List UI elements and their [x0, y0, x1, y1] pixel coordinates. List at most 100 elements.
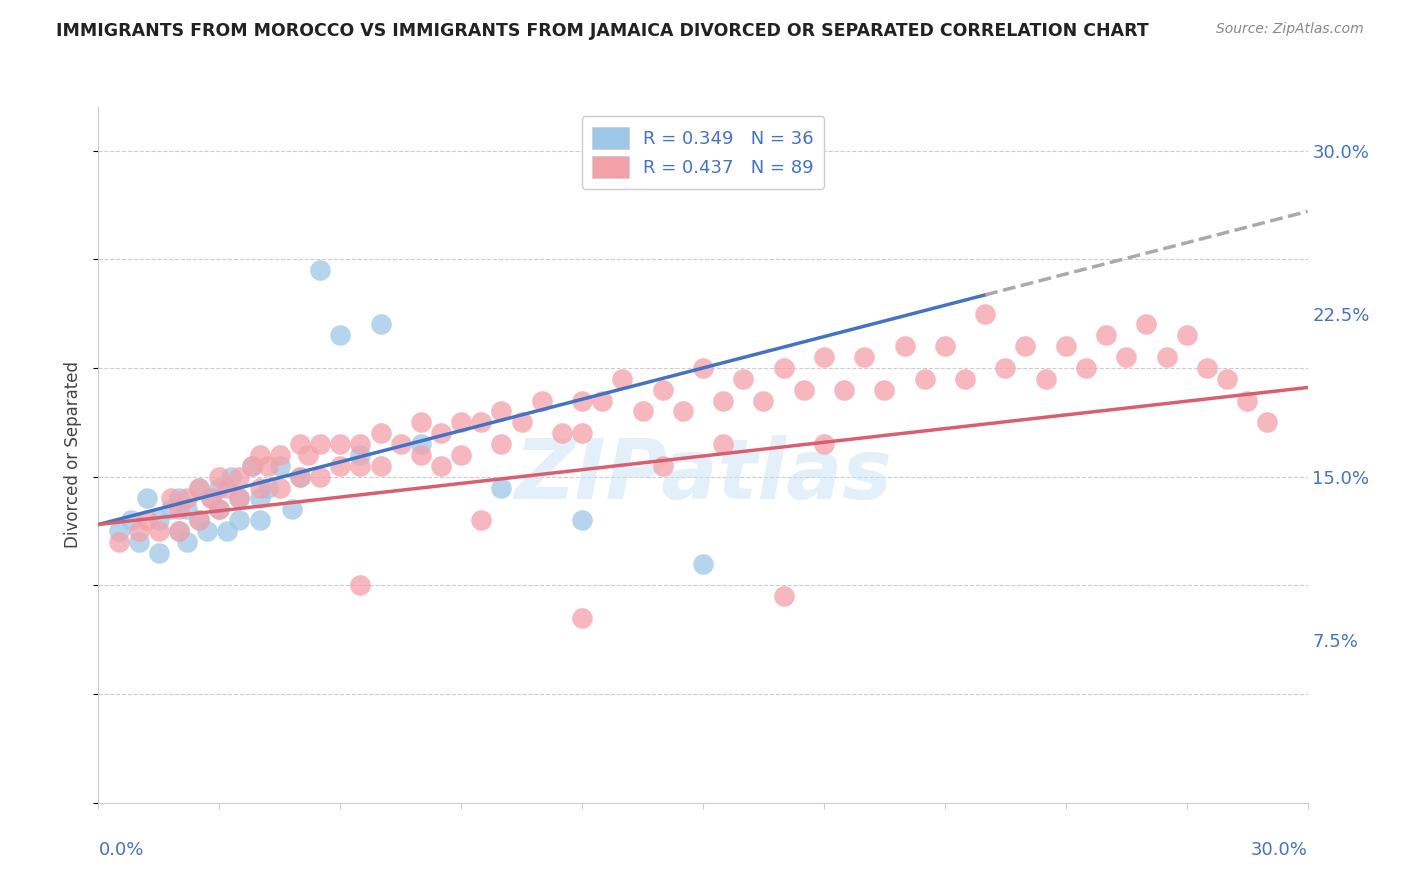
Point: [228, 513, 250, 527]
Point: [208, 469, 231, 483]
Point: [612, 372, 634, 386]
Point: [692, 557, 714, 571]
Point: [832, 383, 855, 397]
Point: [188, 513, 211, 527]
Point: [148, 546, 170, 560]
Point: [1236, 393, 1258, 408]
Point: [711, 393, 734, 408]
Point: [176, 502, 198, 516]
Point: [914, 372, 936, 386]
Point: [651, 458, 673, 473]
Point: [309, 263, 332, 277]
Point: [1054, 339, 1077, 353]
Point: [176, 491, 198, 506]
Point: [200, 491, 222, 506]
Point: [217, 524, 239, 538]
Point: [228, 491, 250, 506]
Text: ZIPatlas: ZIPatlas: [515, 435, 891, 516]
Point: [491, 437, 513, 451]
Point: [349, 578, 371, 592]
Point: [571, 513, 593, 527]
Point: [188, 481, 211, 495]
Point: [409, 437, 432, 451]
Point: [167, 524, 190, 538]
Point: [240, 458, 263, 473]
Point: [288, 469, 311, 483]
Point: [631, 404, 654, 418]
Point: [370, 426, 392, 441]
Point: [195, 524, 218, 538]
Point: [297, 448, 319, 462]
Point: [135, 491, 157, 506]
Point: [1035, 372, 1057, 386]
Point: [107, 534, 129, 549]
Point: [349, 458, 371, 473]
Point: [120, 513, 142, 527]
Point: [349, 437, 371, 451]
Point: [1256, 415, 1278, 429]
Point: [281, 502, 304, 516]
Point: [188, 513, 211, 527]
Point: [430, 426, 453, 441]
Point: [148, 513, 170, 527]
Point: [733, 372, 755, 386]
Point: [249, 481, 271, 495]
Point: [240, 458, 263, 473]
Point: [249, 491, 271, 506]
Point: [107, 524, 129, 538]
Point: [853, 350, 876, 364]
Point: [370, 318, 392, 332]
Point: [409, 415, 432, 429]
Point: [309, 437, 332, 451]
Point: [1156, 350, 1178, 364]
Point: [221, 469, 243, 483]
Point: [1216, 372, 1239, 386]
Point: [571, 426, 593, 441]
Point: [430, 458, 453, 473]
Point: [128, 534, 150, 549]
Point: [571, 393, 593, 408]
Point: [1095, 328, 1118, 343]
Point: [256, 458, 278, 473]
Point: [269, 481, 291, 495]
Y-axis label: Divorced or Separated: Divorced or Separated: [65, 361, 83, 549]
Point: [329, 328, 352, 343]
Point: [148, 524, 170, 538]
Point: [672, 404, 695, 418]
Point: [752, 393, 775, 408]
Point: [1115, 350, 1137, 364]
Point: [256, 481, 278, 495]
Point: [953, 372, 976, 386]
Point: [1014, 339, 1036, 353]
Point: [167, 491, 190, 506]
Point: [470, 415, 492, 429]
Point: [160, 502, 183, 516]
Point: [288, 469, 311, 483]
Text: Source: ZipAtlas.com: Source: ZipAtlas.com: [1216, 22, 1364, 37]
Text: 0.0%: 0.0%: [98, 841, 143, 859]
Point: [692, 360, 714, 375]
Point: [1195, 360, 1218, 375]
Point: [591, 393, 613, 408]
Point: [450, 415, 472, 429]
Point: [167, 502, 190, 516]
Point: [228, 491, 250, 506]
Point: [813, 437, 835, 451]
Point: [491, 404, 513, 418]
Text: 30.0%: 30.0%: [1251, 841, 1308, 859]
Point: [934, 339, 956, 353]
Point: [249, 513, 271, 527]
Point: [329, 437, 352, 451]
Point: [450, 448, 472, 462]
Point: [228, 469, 250, 483]
Point: [370, 458, 392, 473]
Point: [530, 393, 553, 408]
Point: [309, 469, 332, 483]
Point: [551, 426, 574, 441]
Point: [813, 350, 835, 364]
Point: [409, 448, 432, 462]
Point: [160, 491, 183, 506]
Point: [217, 481, 239, 495]
Point: [349, 448, 371, 462]
Point: [1175, 328, 1198, 343]
